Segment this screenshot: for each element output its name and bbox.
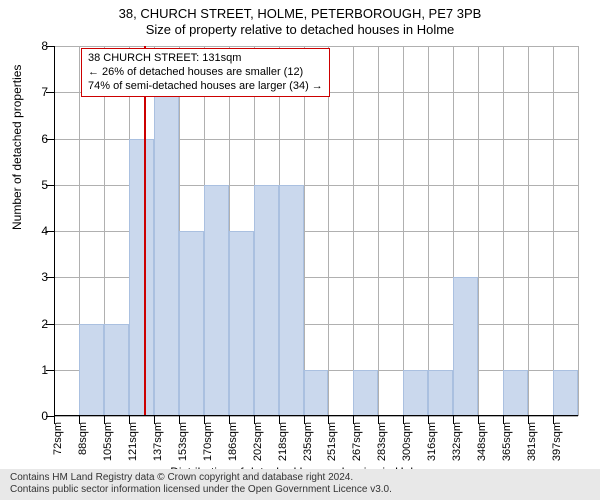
histogram-bar (503, 370, 528, 416)
histogram-bar (79, 324, 104, 417)
gridline-v (428, 46, 429, 416)
x-tick-label: 381sqm (526, 422, 538, 461)
histogram-bar (204, 185, 229, 416)
gridline-v (304, 46, 305, 416)
histogram-bar (229, 231, 254, 416)
reference-line (144, 46, 146, 416)
gridline-v (378, 46, 379, 416)
x-tick-label: 170sqm (202, 422, 214, 461)
x-tick-label: 72sqm (52, 422, 64, 455)
x-tick-label: 267sqm (351, 422, 363, 461)
x-axis-line (54, 415, 578, 416)
gridline-v (553, 46, 554, 416)
gridline-v (478, 46, 479, 416)
x-tick-label: 332sqm (451, 422, 463, 461)
infobox-line1: 38 CHURCH STREET: 131sqm (88, 52, 323, 66)
y-tick-label: 8 (28, 39, 48, 53)
gridline-v (353, 46, 354, 416)
gridline-h (54, 46, 578, 47)
histogram-bar (453, 277, 478, 416)
gridline-v (528, 46, 529, 416)
histogram-bar (353, 370, 378, 416)
gridline-v (403, 46, 404, 416)
x-tick-label: 283sqm (376, 422, 388, 461)
histogram-bar (279, 185, 304, 416)
chart-container: 38, CHURCH STREET, HOLME, PETERBOROUGH, … (0, 0, 600, 500)
reference-info-box: 38 CHURCH STREET: 131sqm ← 26% of detach… (81, 48, 330, 97)
y-tick-label: 0 (28, 409, 48, 423)
y-axis-line (54, 46, 55, 416)
x-tick-label: 202sqm (252, 422, 264, 461)
x-tick-label: 218sqm (277, 422, 289, 461)
gridline-v (328, 46, 329, 416)
x-tick-label: 121sqm (127, 422, 139, 461)
x-tick-label: 186sqm (227, 422, 239, 461)
y-tick-label: 7 (28, 85, 48, 99)
y-tick-label: 3 (28, 270, 48, 284)
chart-title: 38, CHURCH STREET, HOLME, PETERBOROUGH, … (0, 0, 600, 21)
histogram-bar (304, 370, 329, 416)
histogram-bar (428, 370, 453, 416)
x-tick-label: 153sqm (177, 422, 189, 461)
gridline-v (503, 46, 504, 416)
x-tick-label: 137sqm (152, 422, 164, 461)
attribution-footer: Contains HM Land Registry data © Crown c… (0, 469, 600, 500)
x-tick-label: 365sqm (501, 422, 513, 461)
y-tick-label: 4 (28, 224, 48, 238)
y-tick-label: 6 (28, 132, 48, 146)
y-tick-label: 5 (28, 178, 48, 192)
footer-line1: Contains HM Land Registry data © Crown c… (10, 472, 594, 484)
histogram-bar (553, 370, 578, 416)
histogram-bar (129, 139, 154, 417)
footer-line2: Contains public sector information licen… (10, 484, 594, 496)
x-tick-label: 88sqm (77, 422, 89, 455)
x-tick-label: 300sqm (401, 422, 413, 461)
y-tick-label: 2 (28, 317, 48, 331)
y-tick-label: 1 (28, 363, 48, 377)
infobox-line2: ← 26% of detached houses are smaller (12… (88, 66, 323, 80)
histogram-bar (403, 370, 428, 416)
x-tick-label: 316sqm (426, 422, 438, 461)
x-tick-label: 348sqm (476, 422, 488, 461)
gridline-v (578, 46, 579, 416)
x-tick-label: 251sqm (326, 422, 338, 461)
histogram-bar (179, 231, 204, 416)
x-tick-label: 235sqm (302, 422, 314, 461)
gridline-h (54, 416, 578, 417)
infobox-line3: 74% of semi-detached houses are larger (… (88, 80, 323, 94)
y-axis-label: Number of detached properties (10, 65, 24, 230)
histogram-bar (254, 185, 279, 416)
plot-area: 38 CHURCH STREET: 131sqm ← 26% of detach… (54, 46, 578, 416)
histogram-bar (154, 92, 179, 416)
x-tick-label: 397sqm (551, 422, 563, 461)
x-tick-label: 105sqm (102, 422, 114, 461)
chart-subtitle: Size of property relative to detached ho… (0, 21, 600, 37)
histogram-bar (104, 324, 129, 417)
